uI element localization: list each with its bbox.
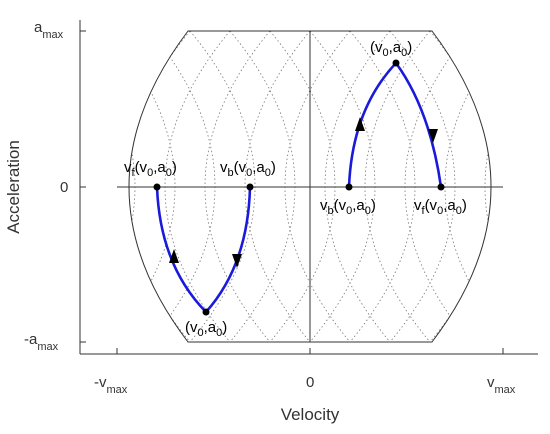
point-bottom bbox=[202, 308, 210, 316]
feasible-region-boundary bbox=[128, 30, 492, 343]
arrow-up-icon bbox=[169, 249, 179, 263]
point-vb-right bbox=[345, 183, 353, 191]
xtick-zero: 0 bbox=[306, 374, 314, 391]
trajectory-upper-arrows bbox=[355, 117, 438, 143]
x-axis-title: Velocity bbox=[281, 405, 340, 424]
point-top bbox=[392, 59, 400, 67]
label-bottom-point: (v0,a0) bbox=[185, 319, 227, 339]
xtick-vmax: vmax bbox=[487, 374, 516, 396]
label-top-point: (v0,a0) bbox=[370, 39, 412, 59]
trajectory-lower-arrows bbox=[169, 249, 242, 268]
y-axis-title: Acceleration bbox=[4, 140, 23, 234]
key-points bbox=[153, 59, 445, 316]
label-vf-right: vf(v0,a0) bbox=[414, 197, 467, 217]
point-vf-right bbox=[437, 183, 445, 191]
label-vb-left: vb(v0,a0) bbox=[220, 159, 276, 179]
plot-frame bbox=[79, 20, 538, 355]
point-vb-left bbox=[246, 183, 254, 191]
arrow-down-icon bbox=[428, 129, 438, 143]
ytick-zero: 0 bbox=[60, 179, 68, 196]
label-vb-right: vb(v0,a0) bbox=[320, 197, 376, 217]
trajectory-lower bbox=[155, 186, 252, 313]
xtick-neg-vmax: -vmax bbox=[94, 374, 128, 396]
ytick-amax: amax bbox=[34, 19, 64, 41]
point-vf-left bbox=[153, 183, 161, 191]
label-vf-left: vf(v0,a0) bbox=[124, 159, 177, 179]
ytick-neg-amax: -amax bbox=[24, 331, 59, 353]
trajectory-upper bbox=[347, 62, 443, 188]
arrow-up-icon bbox=[355, 117, 365, 131]
arrow-down-icon bbox=[232, 254, 242, 268]
